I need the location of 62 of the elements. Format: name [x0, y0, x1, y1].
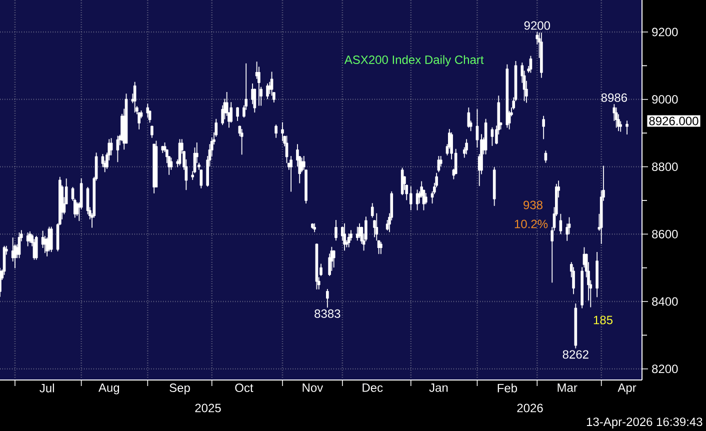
x-tick-label: Feb: [498, 384, 518, 392]
candlestick: [50, 226, 53, 252]
x-tick-label: Dec: [362, 384, 383, 392]
candlestick: [614, 107, 618, 128]
annotation: 9200: [524, 21, 550, 30]
y-tick-label: 8200: [652, 364, 678, 374]
x-tick-label: Sep: [170, 384, 190, 394]
candlestick: [332, 250, 336, 268]
candlestick: [290, 156, 292, 192]
candlestick: [409, 186, 412, 210]
x-tick-label: Jul: [40, 384, 54, 392]
y-tick-label: 9000: [652, 95, 678, 104]
candlestick: [626, 120, 628, 135]
candlestick: [492, 166, 496, 206]
annotation: 8383: [314, 309, 340, 318]
candlestick: [34, 235, 38, 260]
candlestick: [370, 202, 374, 218]
candlestick: [574, 303, 578, 348]
x-tick-label: Jan: [429, 384, 448, 392]
x-tick-label: Apr: [618, 384, 636, 394]
candlestick: [356, 226, 359, 241]
annotation: 8262: [562, 350, 588, 359]
candlestick: [542, 115, 545, 140]
candlestick: [161, 145, 164, 154]
candlestick: [465, 138, 468, 154]
candlestick: [274, 124, 278, 138]
text: 8926.000: [649, 116, 698, 126]
candlestick: [311, 222, 314, 229]
candlestick: [596, 252, 598, 298]
y-tick-label: 8400: [652, 297, 678, 306]
candlestick: [266, 83, 269, 100]
x-tick-label: Mar: [558, 384, 578, 392]
candlestick: [133, 81, 136, 113]
y-tick-label: 8800: [652, 162, 678, 171]
text: 2026: [517, 404, 543, 412]
candlestick: [150, 125, 154, 138]
candlestick: [236, 106, 239, 122]
candlestick: [380, 241, 382, 254]
candlestick: [343, 222, 346, 251]
y-tick-label: 9200: [652, 28, 678, 36]
text: 2025: [195, 404, 221, 412]
x-tick-label: Oct: [235, 384, 254, 392]
candlestick: [334, 220, 338, 241]
annotation: 185: [594, 316, 613, 324]
annotation: 938: [524, 200, 542, 210]
candlestick: [240, 128, 244, 155]
annotation: 10.2%: [514, 220, 548, 228]
candlestick: [26, 232, 30, 246]
candlestick: [416, 189, 419, 210]
x-tick-label: Aug: [98, 384, 120, 394]
annotation: 8986: [601, 93, 628, 102]
text: 13-Apr-2026 16:39:43: [586, 418, 702, 428]
candlestick: [559, 213, 562, 234]
candlestick: [540, 32, 543, 78]
candlestick: [313, 222, 316, 232]
candlestick: [44, 235, 46, 254]
x-tick-label: Nov: [302, 384, 324, 392]
y-tick-label: 8600: [652, 230, 678, 238]
candlestick: [326, 288, 329, 308]
candlestick: [467, 107, 470, 128]
text: ASX200 Index Daily Chart: [344, 55, 484, 66]
candlestick: [152, 144, 156, 194]
